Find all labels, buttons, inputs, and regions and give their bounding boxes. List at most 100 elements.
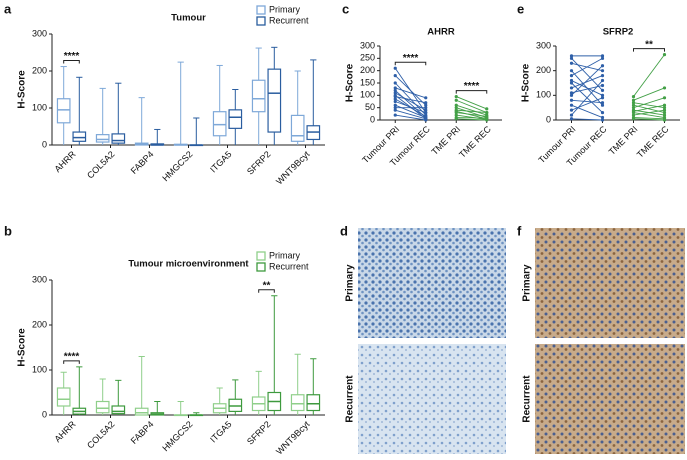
point — [600, 54, 605, 58]
pair-line — [456, 112, 487, 117]
x-tick-label: ITGA5 — [208, 419, 233, 444]
x-tick-label: FABP4 — [129, 419, 156, 446]
point — [600, 69, 605, 73]
pair-line — [394, 82, 427, 116]
pair-line — [633, 117, 665, 120]
pair-line — [571, 65, 603, 96]
point — [485, 107, 489, 111]
pair-line — [571, 80, 603, 96]
y-tick-label: 100 — [32, 102, 47, 112]
pair-line — [633, 112, 665, 118]
pair-line — [571, 118, 603, 121]
point — [393, 99, 397, 104]
x-tick-label: WNT9Bcyt — [274, 419, 312, 457]
chart-title: AHRR — [427, 27, 455, 38]
pair-line — [395, 101, 426, 114]
y-tick-label: 300 — [32, 28, 47, 38]
point — [454, 94, 458, 99]
chart-title: Tumour microenvironment — [128, 259, 249, 270]
point — [600, 111, 605, 115]
point — [393, 81, 397, 85]
point — [600, 103, 605, 107]
micrograph — [358, 228, 506, 338]
pair-line — [571, 104, 603, 118]
x-tick-label: TME REC — [635, 124, 671, 160]
x-tick-label: HMGCS2 — [160, 419, 194, 453]
pair-line — [456, 109, 487, 114]
point — [600, 74, 605, 78]
pair-line — [456, 118, 487, 121]
significance-bracket — [633, 48, 665, 52]
x-tick-label: WNT9Bcyt — [274, 149, 312, 187]
point — [662, 111, 667, 115]
point — [424, 111, 428, 115]
point — [631, 98, 636, 102]
point — [569, 61, 574, 65]
point — [569, 91, 574, 95]
box — [56, 387, 71, 407]
panel-label: b — [4, 223, 12, 238]
point — [424, 101, 428, 105]
y-tick-label: 0 — [546, 114, 551, 124]
y-tick-label: 200 — [32, 65, 47, 75]
point — [393, 66, 397, 70]
pair-line — [571, 75, 603, 89]
point — [600, 96, 605, 100]
point — [600, 64, 605, 68]
y-axis-label: H-Score — [345, 63, 356, 102]
y-axis-label: H-Score — [17, 70, 28, 109]
point — [662, 106, 667, 110]
x-tick-label: COL5A2 — [85, 149, 116, 180]
y-tick-label: 250 — [360, 53, 375, 63]
point — [662, 53, 667, 57]
legend-swatch — [256, 5, 266, 15]
point — [393, 108, 397, 112]
chart-title: Tumour — [171, 13, 206, 24]
point — [569, 54, 574, 58]
box — [72, 131, 87, 142]
y-axis-label: H-Score — [17, 328, 28, 367]
box — [267, 68, 282, 133]
point — [569, 78, 574, 83]
significance-label: **** — [403, 53, 419, 64]
y-tick-label: 200 — [360, 65, 375, 75]
point — [569, 56, 574, 60]
pair-line — [571, 57, 603, 76]
pair-line — [395, 109, 426, 120]
panel-label: e — [517, 1, 524, 16]
pair-line — [633, 109, 665, 116]
y-tick-label: 300 — [360, 40, 375, 50]
significance-label: ** — [645, 39, 653, 50]
y-tick-label: 200 — [32, 319, 47, 329]
point — [631, 103, 636, 107]
point — [600, 101, 605, 105]
legend-swatch — [256, 262, 266, 272]
pair-line — [395, 114, 426, 121]
box — [95, 134, 110, 143]
x-tick-label: FABP4 — [129, 149, 156, 176]
box — [212, 111, 227, 137]
pair-line — [633, 104, 665, 112]
point — [600, 78, 605, 83]
y-tick-label: 0 — [42, 409, 47, 419]
chart-title: SFRP2 — [603, 27, 634, 38]
x-tick-label: TME REC — [457, 124, 493, 160]
point — [569, 103, 574, 107]
box — [111, 405, 126, 415]
point — [631, 117, 636, 121]
point — [662, 86, 667, 90]
point — [631, 101, 636, 105]
point — [631, 106, 636, 110]
point — [454, 106, 458, 110]
box — [56, 98, 71, 124]
point — [569, 86, 574, 90]
point — [454, 117, 458, 121]
pair-line — [571, 85, 603, 94]
y-tick-label: 100 — [360, 90, 375, 100]
pair-line — [394, 75, 427, 106]
point — [600, 83, 605, 88]
point — [393, 74, 397, 78]
point — [600, 115, 605, 120]
pair-line — [456, 104, 487, 116]
point — [424, 118, 428, 122]
